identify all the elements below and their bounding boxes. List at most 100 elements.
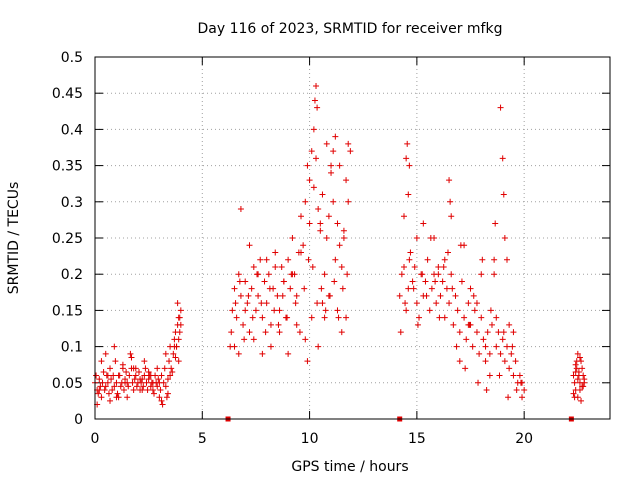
data-point (491, 271, 498, 278)
data-point (570, 390, 577, 397)
data-point (287, 285, 294, 292)
data-point (255, 292, 262, 299)
data-point (441, 314, 448, 321)
data-point (298, 249, 304, 256)
data-point (571, 379, 578, 386)
data-point (263, 300, 270, 307)
x-tick-label: 20 (515, 431, 533, 447)
y-tick-label: 0.35 (52, 159, 83, 175)
data-point (420, 220, 427, 227)
chart-title: Day 116 of 2023, SRMTID for receiver mfk… (198, 21, 503, 37)
data-point (237, 206, 244, 213)
data-point (284, 314, 291, 321)
data-point (409, 278, 416, 285)
data-point (101, 387, 108, 394)
data-point (486, 372, 493, 379)
data-point (259, 314, 266, 321)
data-point (576, 354, 583, 361)
data-point (446, 300, 453, 307)
data-point (109, 387, 116, 394)
data-point (319, 300, 326, 307)
data-point (276, 307, 283, 314)
data-point (228, 329, 235, 336)
data-point (130, 387, 137, 394)
data-point (428, 285, 435, 292)
data-point (249, 314, 256, 321)
data-point (244, 300, 251, 307)
data-point (495, 329, 502, 336)
data-point (233, 314, 240, 321)
data-point (144, 387, 151, 394)
y-tick-label: 0 (74, 412, 83, 428)
data-point (302, 198, 309, 205)
data-point (289, 235, 296, 241)
data-point (513, 387, 520, 394)
data-point (521, 387, 528, 394)
data-point (285, 350, 292, 357)
data-point (463, 336, 470, 343)
data-point (293, 321, 300, 328)
data-point (117, 383, 124, 390)
data-point (469, 343, 476, 350)
data-point (155, 376, 162, 383)
data-point (404, 140, 411, 147)
data-point (255, 271, 262, 278)
data-point (175, 358, 182, 365)
data-point (154, 383, 161, 390)
data-point (517, 379, 524, 386)
data-point (512, 358, 519, 365)
data-points (92, 82, 588, 408)
data-point (156, 379, 163, 386)
data-point (328, 169, 335, 176)
data-point (424, 256, 431, 263)
data-point (334, 307, 341, 314)
data-point (340, 235, 347, 241)
data-point (168, 365, 175, 372)
data-point (236, 278, 243, 285)
data-point (131, 376, 138, 383)
data-point (500, 329, 507, 336)
data-point (456, 329, 463, 336)
data-point (162, 383, 169, 390)
data-point (96, 387, 103, 394)
plot-frame (94, 56, 611, 420)
data-point (276, 329, 283, 336)
data-point (130, 365, 137, 372)
data-point (145, 368, 152, 375)
data-point (292, 300, 299, 307)
data-point (242, 278, 249, 285)
data-point (175, 336, 182, 343)
data-point (444, 249, 451, 256)
data-point (575, 372, 582, 379)
y-tick-label: 0.15 (52, 303, 83, 319)
data-point (305, 256, 312, 263)
y-tick-label: 0.05 (52, 376, 83, 392)
data-point (176, 329, 183, 336)
data-point (406, 256, 413, 263)
data-point (403, 307, 410, 314)
data-point (516, 372, 523, 379)
data-point (422, 278, 429, 285)
data-point (440, 263, 447, 270)
data-point (493, 343, 500, 350)
data-point (111, 383, 118, 390)
data-point (271, 307, 278, 314)
data-point (510, 329, 517, 336)
data-point (141, 358, 148, 365)
data-point (510, 372, 517, 379)
data-point (343, 177, 350, 184)
data-point (467, 285, 474, 292)
data-point (147, 383, 154, 390)
data-point (338, 263, 345, 270)
data-point (241, 336, 248, 343)
data-point (235, 271, 242, 278)
data-point (448, 271, 455, 278)
data-point (419, 271, 426, 278)
data-point (99, 379, 106, 386)
data-point (278, 263, 285, 270)
data-point (285, 256, 292, 263)
data-point (484, 329, 491, 336)
data-point (159, 401, 166, 408)
data-point (237, 292, 244, 299)
data-point (331, 278, 338, 285)
